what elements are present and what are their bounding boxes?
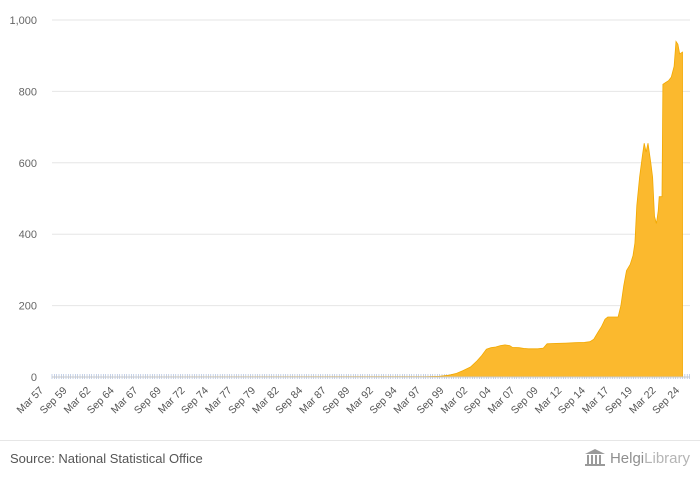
y-axis: 0 200 400 600 800 1,000 xyxy=(9,15,37,384)
x-tick-label: Sep 24 xyxy=(650,385,682,417)
y-tick-label-800: 800 xyxy=(19,86,37,98)
helgilibrary-logo[interactable]: Helgi Library xyxy=(584,449,690,467)
series-value-area xyxy=(51,40,683,378)
y-tick-label-1000: 1,000 xyxy=(9,15,37,27)
footer-divider xyxy=(0,440,700,441)
brand-text-library: Library xyxy=(644,449,690,467)
series-area xyxy=(51,40,683,378)
y-tick-label-400: 400 xyxy=(19,229,37,241)
source-note: Source: National Statistical Office xyxy=(10,451,203,466)
y-tick-label-0: 0 xyxy=(31,372,37,384)
brand-text-helgi: Helgi xyxy=(609,449,645,467)
y-tick-label-600: 600 xyxy=(19,158,37,170)
gridlines xyxy=(52,19,690,307)
y-tick-label-200: 200 xyxy=(19,301,37,313)
library-building-icon xyxy=(584,449,605,466)
